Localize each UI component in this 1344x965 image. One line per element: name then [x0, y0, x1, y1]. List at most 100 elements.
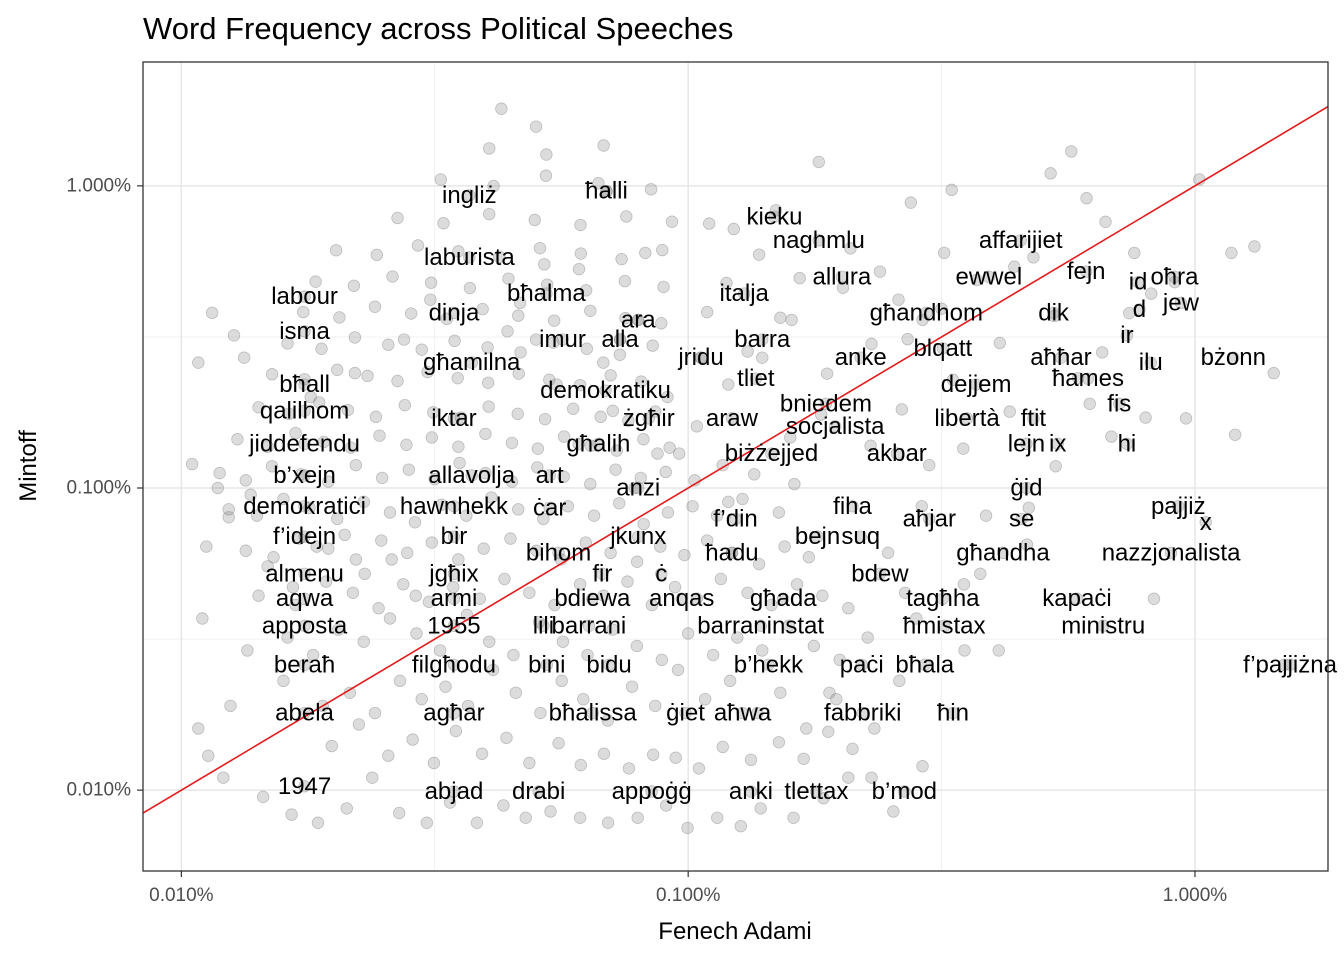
data-point: [479, 427, 492, 441]
gridlines: [143, 62, 1328, 871]
data-point: [720, 276, 733, 290]
data-point: [748, 468, 761, 481]
data-point: [582, 619, 596, 632]
data-point: [366, 771, 379, 784]
data-point: [842, 602, 855, 615]
data-point: [1027, 412, 1040, 425]
data-point: [375, 534, 388, 547]
data-point: [454, 411, 468, 424]
word-label: ewwel: [956, 263, 1023, 290]
word-label: bini: [528, 651, 565, 678]
data-point: [830, 692, 843, 706]
word-label: 1955: [427, 612, 480, 639]
data-point: [331, 363, 344, 377]
data-point: [854, 530, 867, 543]
data-point: [979, 509, 993, 522]
data-point: [310, 540, 323, 553]
data-point: [424, 276, 438, 289]
data-point: [621, 575, 634, 588]
word-label: dik: [1038, 299, 1070, 326]
word-label: f’idejn: [273, 523, 336, 550]
data-point: [936, 342, 950, 355]
data-point: [349, 553, 363, 566]
data-point: [594, 410, 607, 424]
data-point: [519, 811, 532, 824]
data-point: [586, 592, 599, 605]
word-label: ingliż: [442, 182, 497, 209]
data-point: [557, 430, 571, 443]
data-point: [833, 653, 846, 667]
data-point: [823, 686, 836, 699]
data-point: [661, 390, 674, 404]
data-point: [530, 544, 543, 557]
data-point: [600, 185, 613, 198]
data-point: [772, 736, 786, 749]
data-point: [1071, 371, 1085, 385]
data-point: [1044, 167, 1057, 180]
data-point: [205, 306, 219, 320]
data-point: [816, 589, 829, 602]
data-point: [573, 811, 587, 824]
data-point: [681, 821, 694, 835]
data-point: [425, 431, 439, 444]
word-label: għada: [750, 585, 817, 612]
data-point: [482, 400, 495, 413]
data-point: [752, 248, 766, 261]
data-point: [547, 314, 561, 327]
x-tick-label: 1.000%: [1163, 885, 1228, 906]
data-point: [749, 372, 763, 385]
data-point: [434, 173, 448, 186]
panel-border: [142, 61, 1329, 872]
word-label: lejn: [1008, 430, 1045, 457]
data-point: [916, 313, 929, 327]
data-point: [534, 706, 547, 720]
data-point: [507, 648, 520, 662]
data-point: [945, 183, 958, 197]
data-point: [440, 312, 454, 326]
word-label: ġid: [1010, 475, 1042, 502]
data-point: [587, 509, 601, 522]
word-label: allavolja: [428, 462, 515, 489]
data-point: [660, 799, 673, 812]
data-point: [1065, 145, 1078, 158]
data-point: [1128, 246, 1141, 260]
word-label: fabbriki: [824, 700, 901, 727]
data-point: [383, 506, 397, 519]
word-label: ħmistax: [903, 612, 986, 639]
data-point: [533, 241, 547, 255]
data-point: [635, 375, 648, 388]
word-label: bdew: [851, 560, 909, 587]
word-label: abela: [275, 700, 334, 727]
data-point: [655, 567, 668, 581]
data-point: [573, 378, 587, 392]
data-point: [404, 307, 418, 320]
data-point: [992, 644, 1005, 657]
word-label: agħar: [423, 700, 484, 727]
reference-line: [142, 105, 1329, 814]
data-point: [1168, 270, 1181, 284]
data-point: [543, 373, 556, 387]
data-point: [538, 412, 552, 426]
data-point: [632, 481, 645, 495]
data-point: [618, 274, 632, 288]
data-point: [736, 706, 749, 720]
data-point: [936, 592, 950, 605]
word-label: ħalli: [585, 178, 628, 205]
data-point: [493, 250, 506, 264]
data-point: [392, 806, 406, 820]
data-point: [910, 612, 923, 625]
data-point: [844, 242, 857, 255]
data-point: [312, 396, 326, 409]
data-point: [580, 342, 594, 355]
data-point: [477, 542, 490, 555]
data-point: [261, 560, 274, 573]
data-point: [298, 592, 311, 605]
data-point: [920, 306, 933, 320]
data-point: [584, 439, 597, 452]
word-label: jiddefendu: [248, 430, 360, 457]
data-point: [543, 469, 556, 482]
data-point: [557, 470, 570, 483]
data-point: [298, 780, 311, 793]
word-label: affarijiet: [979, 227, 1063, 254]
word-label: hawnhekk: [400, 493, 509, 520]
